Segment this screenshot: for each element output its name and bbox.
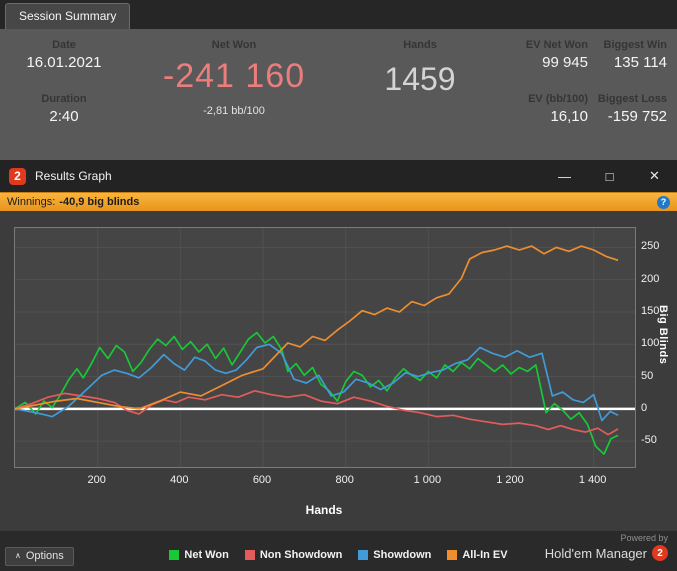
ev-net-won-label: EV Net Won (525, 39, 588, 51)
tab-strip: Session Summary (0, 0, 677, 29)
legend-swatch (447, 550, 458, 560)
window-title: Results Graph (35, 169, 112, 183)
hm2-brand-logo-text: 2 (657, 547, 663, 559)
tab-session-summary-label: Session Summary (19, 9, 117, 23)
powered-by-block: Powered by Hold'em Manager 2 (545, 533, 668, 561)
legend-item-net-won[interactable]: Net Won (169, 549, 229, 561)
hands-value: 1459 (384, 61, 456, 97)
legend-label: Non Showdown (259, 549, 343, 561)
series-line-all-in-ev (15, 245, 619, 410)
winnings-value: -40,9 big blinds (59, 196, 140, 208)
net-won-bb100: -2,81 bb/100 (203, 105, 265, 117)
options-button-label: Options (25, 550, 64, 562)
x-tick-label: 800 (335, 474, 354, 486)
x-tick-label: 1 400 (578, 474, 607, 486)
results-chart (15, 228, 635, 467)
duration-value: 2:40 (49, 108, 79, 125)
hands-label: Hands (403, 39, 437, 51)
y-tick-label: 150 (641, 304, 660, 317)
minimize-icon: — (558, 168, 571, 184)
hm2-logo-text: 2 (14, 169, 21, 183)
summary-col-net-won: Net Won -241 160 -2,81 bb/100 (128, 39, 340, 160)
biggest-loss-label: Biggest Loss (597, 93, 667, 105)
chevron-up-icon: ∧ (15, 551, 21, 560)
close-icon: ✕ (649, 168, 660, 183)
window-titlebar: 2 Results Graph — □ ✕ (0, 160, 677, 192)
minimize-button[interactable]: — (542, 160, 587, 192)
powered-by-text: Powered by (620, 533, 668, 543)
y-tick-label: 200 (641, 272, 660, 285)
options-button[interactable]: ∧ Options (5, 547, 74, 566)
legend-item-all-in-ev[interactable]: All-In EV (447, 549, 508, 561)
legend-swatch (358, 550, 369, 560)
net-won-value: -241 160 (162, 57, 306, 95)
biggest-win-label: Biggest Win (603, 39, 667, 51)
biggest-win-value: 135 114 (613, 54, 667, 71)
legend-swatch (169, 550, 180, 560)
y-tick-label: 250 (641, 240, 660, 253)
brand-name: Hold'em Manager (544, 545, 647, 561)
legend-swatch (244, 550, 255, 560)
maximize-icon: □ (605, 168, 614, 184)
tab-session-summary[interactable]: Session Summary (5, 3, 131, 29)
y-tick-label: 100 (641, 337, 660, 350)
series-line-net-won (15, 331, 619, 455)
hm2-logo-icon: 2 (9, 167, 26, 185)
summary-col-ev: EV Net Won 99 945 EV (bb/100) 16,10 (500, 39, 588, 160)
legend-label: Showdown (373, 549, 432, 561)
summary-col-biggest: Biggest Win 135 114 Biggest Loss -159 75… (588, 39, 677, 160)
ev-bb100-value: 16,10 (550, 108, 588, 125)
ev-bb100-label: EV (bb/100) (528, 93, 588, 105)
y-axis-title: Big Blinds (657, 305, 669, 365)
date-label: Date (52, 39, 76, 51)
x-tick-label: 1 000 (413, 474, 442, 486)
help-icon[interactable]: ? (657, 195, 670, 209)
legend-label: Net Won (184, 549, 229, 561)
legend-label: All-In EV (462, 549, 508, 561)
duration-label: Duration (41, 93, 87, 105)
chart-legend: Net Won Non Showdown Showdown All-In EV (169, 541, 508, 561)
y-tick-label: 0 (641, 401, 648, 414)
x-tick-label: 600 (252, 474, 272, 486)
x-axis-title: Hands (305, 503, 343, 517)
graph-panel: 250 200 150 100 50 0 -50 Big Blinds 200 400 600 8… (0, 211, 677, 531)
plot-area[interactable] (14, 227, 636, 468)
winnings-bar: Winnings: -40,9 big blinds ? (0, 192, 677, 211)
y-tick-label: -50 (641, 434, 657, 447)
x-tick-label: 400 (170, 474, 189, 486)
winnings-label: Winnings: (7, 196, 56, 208)
series-line-non-showdown (15, 389, 619, 436)
summary-col-date-duration: Date 16.01.2021 Duration 2:40 (0, 39, 128, 160)
window-controls: — □ ✕ (542, 160, 677, 192)
legend-item-non-showdown[interactable]: Non Showdown (244, 549, 343, 561)
biggest-loss-value: -159 752 (607, 108, 667, 125)
summary-col-hands: Hands 1459 (340, 39, 500, 160)
x-tick-label: 1 200 (496, 474, 524, 486)
ev-net-won-value: 99 945 (542, 54, 588, 71)
date-value: 16.01.2021 (26, 54, 102, 71)
results-graph-window: 2 Results Graph — □ ✕ Winnings: -40,9 bi… (0, 160, 677, 571)
maximize-button[interactable]: □ (587, 160, 632, 192)
close-button[interactable]: ✕ (632, 160, 677, 192)
x-tick-label: 200 (87, 474, 106, 486)
legend-item-showdown[interactable]: Showdown (358, 549, 431, 561)
bottom-strip: ∧ Options Net Won Non Showdown Showdown All… (0, 531, 677, 571)
series-line-showdown (15, 343, 619, 422)
hm2-brand-logo-icon: 2 (652, 545, 668, 561)
y-tick-label: 50 (641, 369, 654, 382)
session-summary-panel: Date 16.01.2021 Duration 2:40 Net Won -2… (0, 29, 677, 160)
net-won-label: Net Won (211, 39, 257, 51)
